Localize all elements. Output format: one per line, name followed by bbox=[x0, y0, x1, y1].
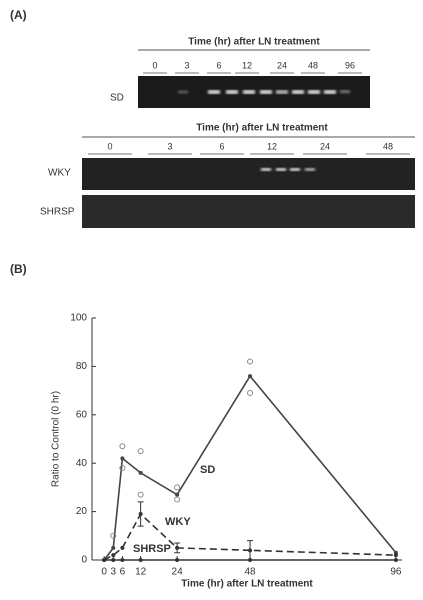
data-point bbox=[102, 558, 106, 562]
series-label: SD bbox=[200, 464, 215, 476]
replicate-point bbox=[175, 497, 180, 502]
data-point bbox=[248, 558, 252, 562]
data-point bbox=[139, 471, 143, 475]
gel-image bbox=[82, 158, 415, 190]
x-tick-label: 12 bbox=[135, 567, 147, 578]
data-point bbox=[139, 558, 143, 562]
x-tick-label: 0 bbox=[101, 567, 107, 578]
data-point bbox=[394, 553, 398, 557]
data-point bbox=[394, 558, 398, 562]
time-label: 96 bbox=[345, 60, 355, 70]
x-tick-label: 48 bbox=[244, 567, 256, 578]
data-point bbox=[175, 493, 179, 497]
data-point bbox=[120, 558, 124, 562]
time-label: 3 bbox=[167, 141, 172, 151]
x-tick-label: 24 bbox=[172, 567, 184, 578]
replicate-point bbox=[138, 449, 143, 454]
gel-header: Time (hr) after LN treatment bbox=[188, 37, 320, 48]
gel-image bbox=[82, 195, 415, 228]
data-point bbox=[120, 546, 124, 550]
page: (A) Time (hr) after LN treatment SD Time… bbox=[0, 0, 423, 600]
time-label: 6 bbox=[216, 60, 221, 70]
gel-header: Time (hr) after LN treatment bbox=[196, 123, 328, 134]
replicate-point bbox=[248, 391, 253, 396]
time-label: 6 bbox=[219, 141, 224, 151]
y-tick-label: 0 bbox=[81, 555, 87, 566]
data-point bbox=[120, 456, 124, 460]
time-label: 0 bbox=[107, 141, 112, 151]
replicate-point bbox=[138, 492, 143, 497]
y-tick-label: 20 bbox=[76, 506, 88, 517]
data-point bbox=[111, 546, 115, 550]
replicate-point bbox=[120, 444, 125, 449]
time-label: 12 bbox=[267, 141, 277, 151]
replicate-point bbox=[248, 359, 253, 364]
series-label: WKY bbox=[165, 516, 191, 528]
panel-label: (B) bbox=[10, 262, 27, 276]
data-point bbox=[175, 558, 179, 562]
row-label: WKY bbox=[48, 168, 71, 179]
figure: (A) Time (hr) after LN treatment SD Time… bbox=[0, 0, 423, 595]
time-label: 0 bbox=[152, 60, 157, 70]
y-tick-label: 60 bbox=[76, 409, 88, 420]
data-point bbox=[111, 558, 115, 562]
series-label: SHRSP bbox=[133, 543, 171, 555]
y-tick-label: 100 bbox=[70, 313, 87, 324]
time-label: 12 bbox=[242, 60, 252, 70]
y-axis-label: Ratio to Control (0 hr) bbox=[51, 391, 62, 487]
x-tick-label: 96 bbox=[390, 567, 402, 578]
y-tick-label: 40 bbox=[76, 458, 88, 469]
time-label: 24 bbox=[320, 141, 330, 151]
data-point bbox=[248, 374, 252, 378]
time-label: 3 bbox=[184, 60, 189, 70]
replicate-point bbox=[175, 485, 180, 490]
x-axis-label: Time (hr) after LN treatment bbox=[181, 579, 313, 590]
y-tick-label: 80 bbox=[76, 361, 88, 372]
time-label: 48 bbox=[383, 141, 393, 151]
panel-label: (A) bbox=[10, 8, 27, 22]
data-point bbox=[111, 553, 115, 557]
x-tick-label: 6 bbox=[120, 567, 126, 578]
x-tick-label: 3 bbox=[110, 567, 116, 578]
time-label: 24 bbox=[277, 60, 287, 70]
series-line bbox=[104, 376, 396, 560]
row-label: SD bbox=[110, 93, 124, 104]
time-label: 48 bbox=[308, 60, 318, 70]
error-bar bbox=[138, 502, 144, 526]
row-label: SHRSP bbox=[40, 207, 75, 218]
